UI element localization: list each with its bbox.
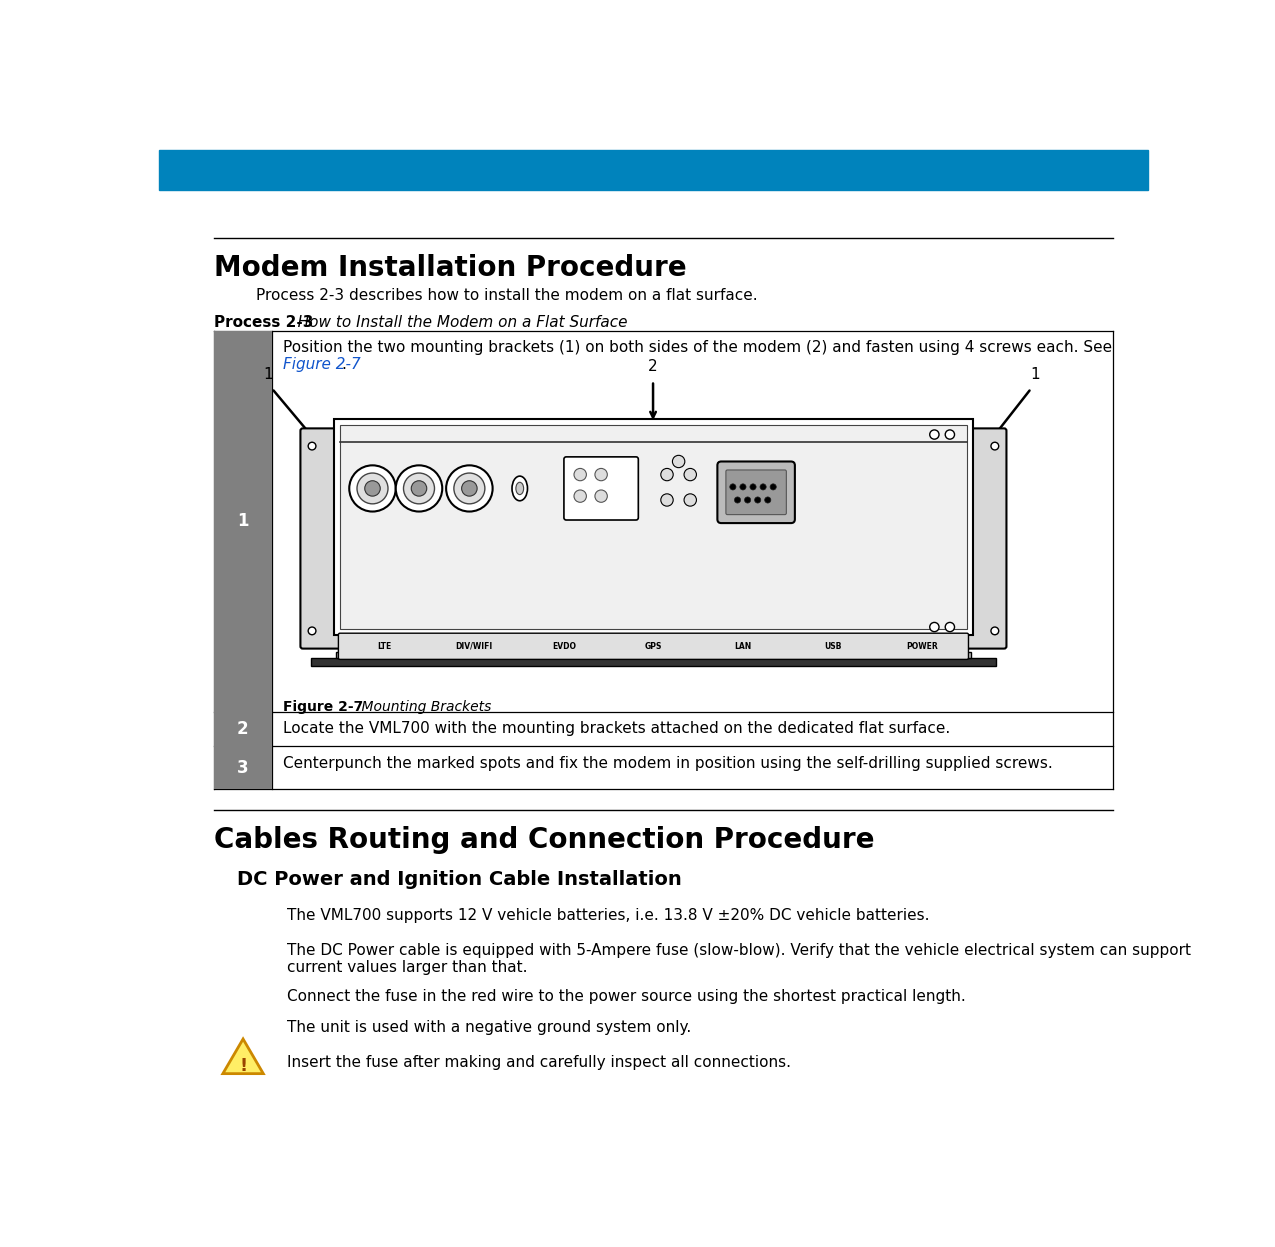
Circle shape	[755, 496, 761, 503]
Text: How to Install the Modem on a Flat Surface: How to Install the Modem on a Flat Surfa…	[283, 315, 627, 330]
Circle shape	[929, 622, 938, 632]
Circle shape	[734, 496, 741, 503]
Text: Position the two mounting brackets (1) on both sides of the modem (2) and fasten: Position the two mounting brackets (1) o…	[283, 340, 1113, 355]
FancyBboxPatch shape	[725, 470, 787, 515]
Circle shape	[595, 469, 607, 481]
Text: Figure 2-7: Figure 2-7	[283, 700, 363, 715]
Text: Locate the VML700 with the mounting brackets attached on the dedicated flat surf: Locate the VML700 with the mounting brac…	[283, 721, 951, 736]
Circle shape	[945, 430, 955, 439]
Text: The DC Power cable is equipped with 5-Ampere fuse (slow-blow). Verify that the v: The DC Power cable is equipped with 5-Am…	[287, 943, 1191, 975]
Text: Centerpunch the marked spots and fix the modem in position using the self-drilli: Centerpunch the marked spots and fix the…	[283, 756, 1053, 771]
Circle shape	[412, 481, 427, 496]
Circle shape	[365, 481, 380, 496]
Text: .: .	[342, 357, 347, 372]
Circle shape	[446, 465, 492, 511]
Text: Modem Installation Procedure: Modem Installation Procedure	[214, 253, 686, 282]
Circle shape	[945, 622, 955, 632]
Bar	[921, 636, 966, 653]
Text: 1: 1	[263, 367, 273, 382]
Circle shape	[750, 484, 756, 490]
Bar	[311, 658, 996, 666]
Circle shape	[991, 443, 998, 450]
Circle shape	[454, 473, 484, 504]
Text: The VML700 supports 12 V vehicle batteries, i.e. 13.8 V ±20% DC vehicle batterie: The VML700 supports 12 V vehicle batteri…	[287, 908, 929, 923]
Circle shape	[660, 494, 673, 506]
Circle shape	[660, 469, 673, 481]
Circle shape	[991, 627, 998, 635]
FancyBboxPatch shape	[338, 633, 969, 660]
Circle shape	[685, 469, 696, 481]
Circle shape	[574, 490, 586, 503]
Circle shape	[403, 473, 435, 504]
Circle shape	[745, 496, 751, 503]
Text: GPS: GPS	[645, 642, 662, 651]
Ellipse shape	[513, 476, 528, 501]
Bar	[340, 636, 386, 653]
Circle shape	[740, 484, 746, 490]
Bar	[334, 419, 973, 635]
Circle shape	[349, 465, 395, 511]
Circle shape	[685, 494, 696, 506]
FancyBboxPatch shape	[959, 429, 1006, 648]
Text: Cables Routing and Connection Procedure: Cables Routing and Connection Procedure	[214, 826, 875, 854]
Circle shape	[929, 430, 938, 439]
Bar	[214, 747, 272, 789]
Circle shape	[395, 465, 442, 511]
Circle shape	[760, 484, 766, 490]
Bar	[159, 150, 1148, 190]
Circle shape	[309, 627, 316, 635]
Text: DC Power and Ignition Cable Installation: DC Power and Ignition Cable Installation	[237, 869, 682, 889]
Text: Connect the fuse in the red wire to the power source using the shortest practica: Connect the fuse in the red wire to the …	[287, 989, 966, 1004]
Text: POWER: POWER	[907, 642, 938, 651]
Text: LAN: LAN	[734, 642, 752, 651]
Text: 2: 2	[237, 720, 249, 738]
FancyBboxPatch shape	[718, 461, 794, 522]
Text: 1: 1	[237, 513, 249, 530]
Bar	[917, 652, 970, 658]
FancyBboxPatch shape	[564, 456, 639, 520]
Text: Insert the fuse after making and carefully inspect all connections.: Insert the fuse after making and careful…	[287, 1055, 792, 1070]
Ellipse shape	[516, 483, 524, 495]
Text: Mounting Brackets: Mounting Brackets	[344, 700, 491, 715]
Circle shape	[672, 455, 685, 468]
Bar	[214, 712, 272, 747]
Text: Process 2-3: Process 2-3	[214, 315, 312, 330]
Circle shape	[309, 443, 316, 450]
Text: USB: USB	[824, 642, 842, 651]
Circle shape	[770, 484, 776, 490]
FancyBboxPatch shape	[301, 429, 348, 648]
Text: Process 2-3 describes how to install the modem on a flat surface.: Process 2-3 describes how to install the…	[256, 288, 757, 303]
Circle shape	[357, 473, 388, 504]
Text: The unit is used with a negative ground system only.: The unit is used with a negative ground …	[287, 1020, 691, 1035]
Text: LTE: LTE	[377, 642, 391, 651]
Bar	[214, 330, 272, 712]
Text: !: !	[238, 1057, 247, 1075]
Text: EVDO: EVDO	[552, 642, 576, 651]
Circle shape	[595, 490, 607, 503]
Bar	[337, 652, 390, 658]
Text: 3: 3	[237, 758, 249, 777]
Circle shape	[729, 484, 736, 490]
Polygon shape	[223, 1039, 264, 1074]
Text: DIV/WIFI: DIV/WIFI	[455, 642, 493, 651]
Text: 1: 1	[1030, 367, 1040, 382]
Circle shape	[462, 481, 477, 496]
Circle shape	[574, 469, 586, 481]
Text: 2: 2	[648, 359, 658, 374]
Bar	[340, 425, 966, 628]
Circle shape	[765, 496, 771, 503]
Text: Figure 2-7: Figure 2-7	[283, 357, 361, 372]
